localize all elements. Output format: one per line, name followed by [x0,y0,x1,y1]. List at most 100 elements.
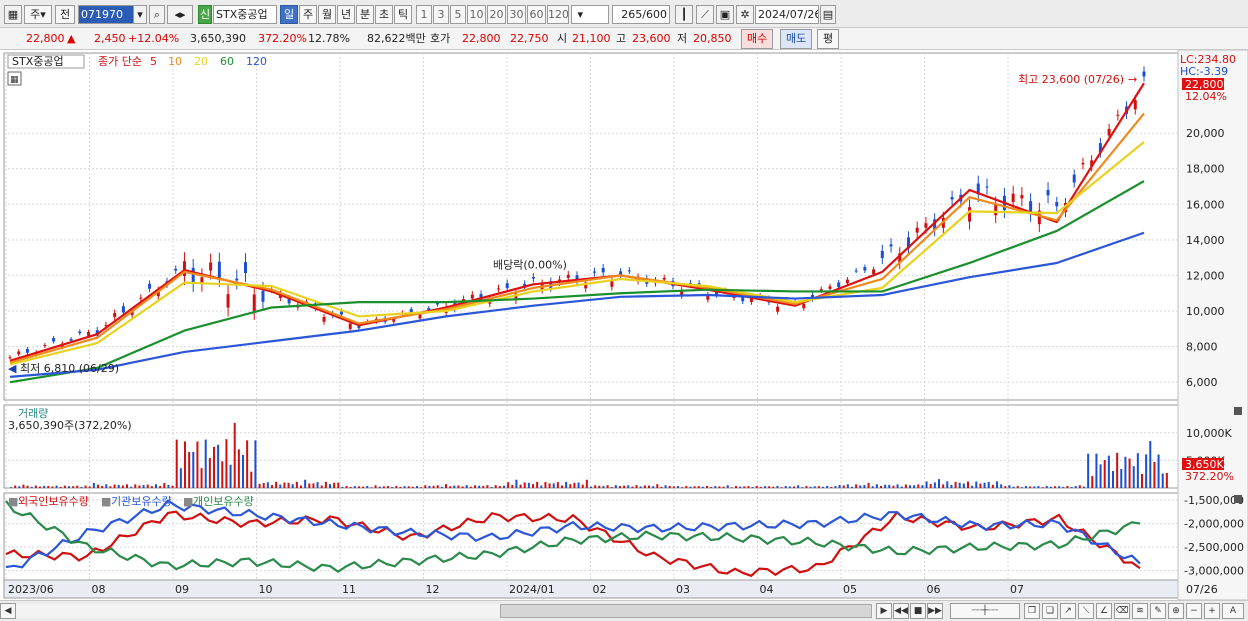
interval-button-60[interactable]: 60 [527,5,546,24]
candle-body [409,309,413,313]
legend-name-box[interactable] [7,54,85,69]
volume-bar [706,485,708,488]
interval-button-20[interactable]: 20 [487,5,506,24]
period-button-3[interactable]: 년 [337,5,355,24]
volume-bar [1025,486,1027,488]
overlay-icon[interactable]: ❏ [1042,603,1058,619]
volume-bar [764,486,766,488]
volume-bar [544,482,547,488]
candle-body [514,293,518,301]
holding-line-2 [5,500,1141,574]
volume-bar [996,481,998,488]
volume-bar [685,485,688,488]
candle-icon[interactable]: ┃ [675,5,693,24]
volume-bar [117,485,120,488]
unit-select[interactable]: ▾ [571,5,609,24]
zoom-in-icon[interactable]: ⊕ [1168,603,1184,619]
eraser-icon[interactable]: ⌫ [1114,603,1130,619]
code-dropdown-icon[interactable]: ▾ [133,5,147,24]
holding-close-icon[interactable] [1234,495,1242,503]
next-page-icon[interactable]: ▶▶ [927,603,943,619]
table-toggle-icon[interactable] [7,71,22,86]
open-price: 21,100 [572,32,611,45]
volume-bar [395,485,398,488]
copy-icon[interactable]: ❐ [1024,603,1040,619]
volume-bar [627,485,630,488]
layout-icon[interactable]: ▦ [4,5,22,24]
stock-code-input[interactable]: 071970 [78,5,134,24]
angle-tool-icon[interactable]: ∠ [1096,603,1112,619]
stock-name-field[interactable]: STX중공업 [213,5,277,24]
volume-bar [391,487,394,488]
interval-button-5[interactable]: 5 [450,5,466,24]
scroll-left-icon[interactable]: ◀ [0,603,16,619]
volume-bar [1008,485,1011,488]
volume-bar [900,486,903,488]
evaluate-button[interactable]: 평 [817,29,840,49]
item-type-select[interactable]: 주▾ [24,5,52,24]
period-button-1[interactable]: 주 [299,5,317,24]
chart-scrollbar[interactable]: ◀ ▶ ◀◀ ■ ▶▶ ┈┈┼┈┈ ❐ ❏ ↗ ⟍ ∠ ⌫ ≋ ✎ ⊕ − + … [0,600,1248,621]
period-button-2[interactable]: 월 [318,5,336,24]
candle-body [435,302,439,305]
line-tool-icon[interactable]: ⟋ [696,5,714,24]
volume-close-icon[interactable] [1234,407,1242,415]
prev-button[interactable]: 전 [55,5,75,24]
volume-bar [341,486,344,488]
interval-button-3[interactable]: 3 [433,5,449,24]
sell-button[interactable]: 매도 [780,29,813,49]
font-icon[interactable]: A [1222,603,1244,619]
candle-body [828,286,832,289]
candle-body [880,250,884,258]
period-button-0[interactable]: 일 [280,5,298,24]
volume-pct-tag: 372.20% [1185,470,1234,483]
plus-icon[interactable]: + [1204,603,1220,619]
interval-button-120[interactable]: 120 [547,5,569,24]
candle-body [174,268,178,271]
buy-button[interactable]: 매수 [741,29,774,49]
volume-bar [14,485,17,488]
date-input[interactable]: 2024/07/26 [755,5,819,24]
volume-bar [68,486,70,488]
calendar-icon[interactable]: ▤ [820,5,836,24]
volume-bar [511,485,514,488]
ruler-icon[interactable]: ⟍ [1078,603,1094,619]
price-tick-label: 14,000 [1186,234,1225,247]
zoom-out-icon[interactable]: − [1186,603,1202,619]
volume-bar [954,481,957,488]
volume-bar [366,485,369,488]
zoom-slider[interactable]: ┈┈┼┈┈ [950,603,1020,619]
volume-bar [490,487,493,488]
speaker-icon[interactable]: ◂▸ [167,5,193,24]
stop-icon[interactable]: ■ [910,603,926,619]
chart-area: 2023/06 08 09 10 11 12 2024/01 02 03 04 05 06 07 07/2… [0,49,1248,601]
interval-button-1[interactable]: 1 [416,5,432,24]
period-button-5[interactable]: 초 [375,5,393,24]
interval-button-30[interactable]: 30 [507,5,526,24]
candle-body [191,267,195,284]
holding-line-1 [5,499,1141,569]
save-icon[interactable]: ▣ [716,5,734,24]
period-button-6[interactable]: 틱 [394,5,412,24]
first-page-icon[interactable]: ◀◀ [893,603,909,619]
scroll-right-icon[interactable]: ▶ [876,603,892,619]
volume-bar [1107,455,1110,488]
volume-bar [527,482,530,488]
holding-tick-label: -2,000,000 [1184,518,1244,531]
pen-icon[interactable]: ✎ [1150,603,1166,619]
volume-bar [768,486,771,488]
trend-tool-icon[interactable]: ↗ [1060,603,1076,619]
period-button-4[interactable]: 분 [356,5,374,24]
volume-bar [660,486,663,488]
legend-ma-10: 10 [168,55,182,68]
candle-body [156,290,160,297]
count-input[interactable]: 265/600 [612,5,670,24]
volume-bar [1070,487,1073,488]
interval-button-10[interactable]: 10 [467,5,486,24]
scroll-thumb[interactable] [500,604,872,618]
search-icon[interactable]: ⌕ [149,5,165,24]
gear-icon[interactable]: ✲ [736,5,754,24]
volume-bar [349,487,352,488]
stock-chart[interactable]: 2023/06 08 09 10 11 12 2024/01 02 03 04 05 06 07 07/2… [0,49,1248,601]
fib-tool-icon[interactable]: ≋ [1132,603,1148,619]
